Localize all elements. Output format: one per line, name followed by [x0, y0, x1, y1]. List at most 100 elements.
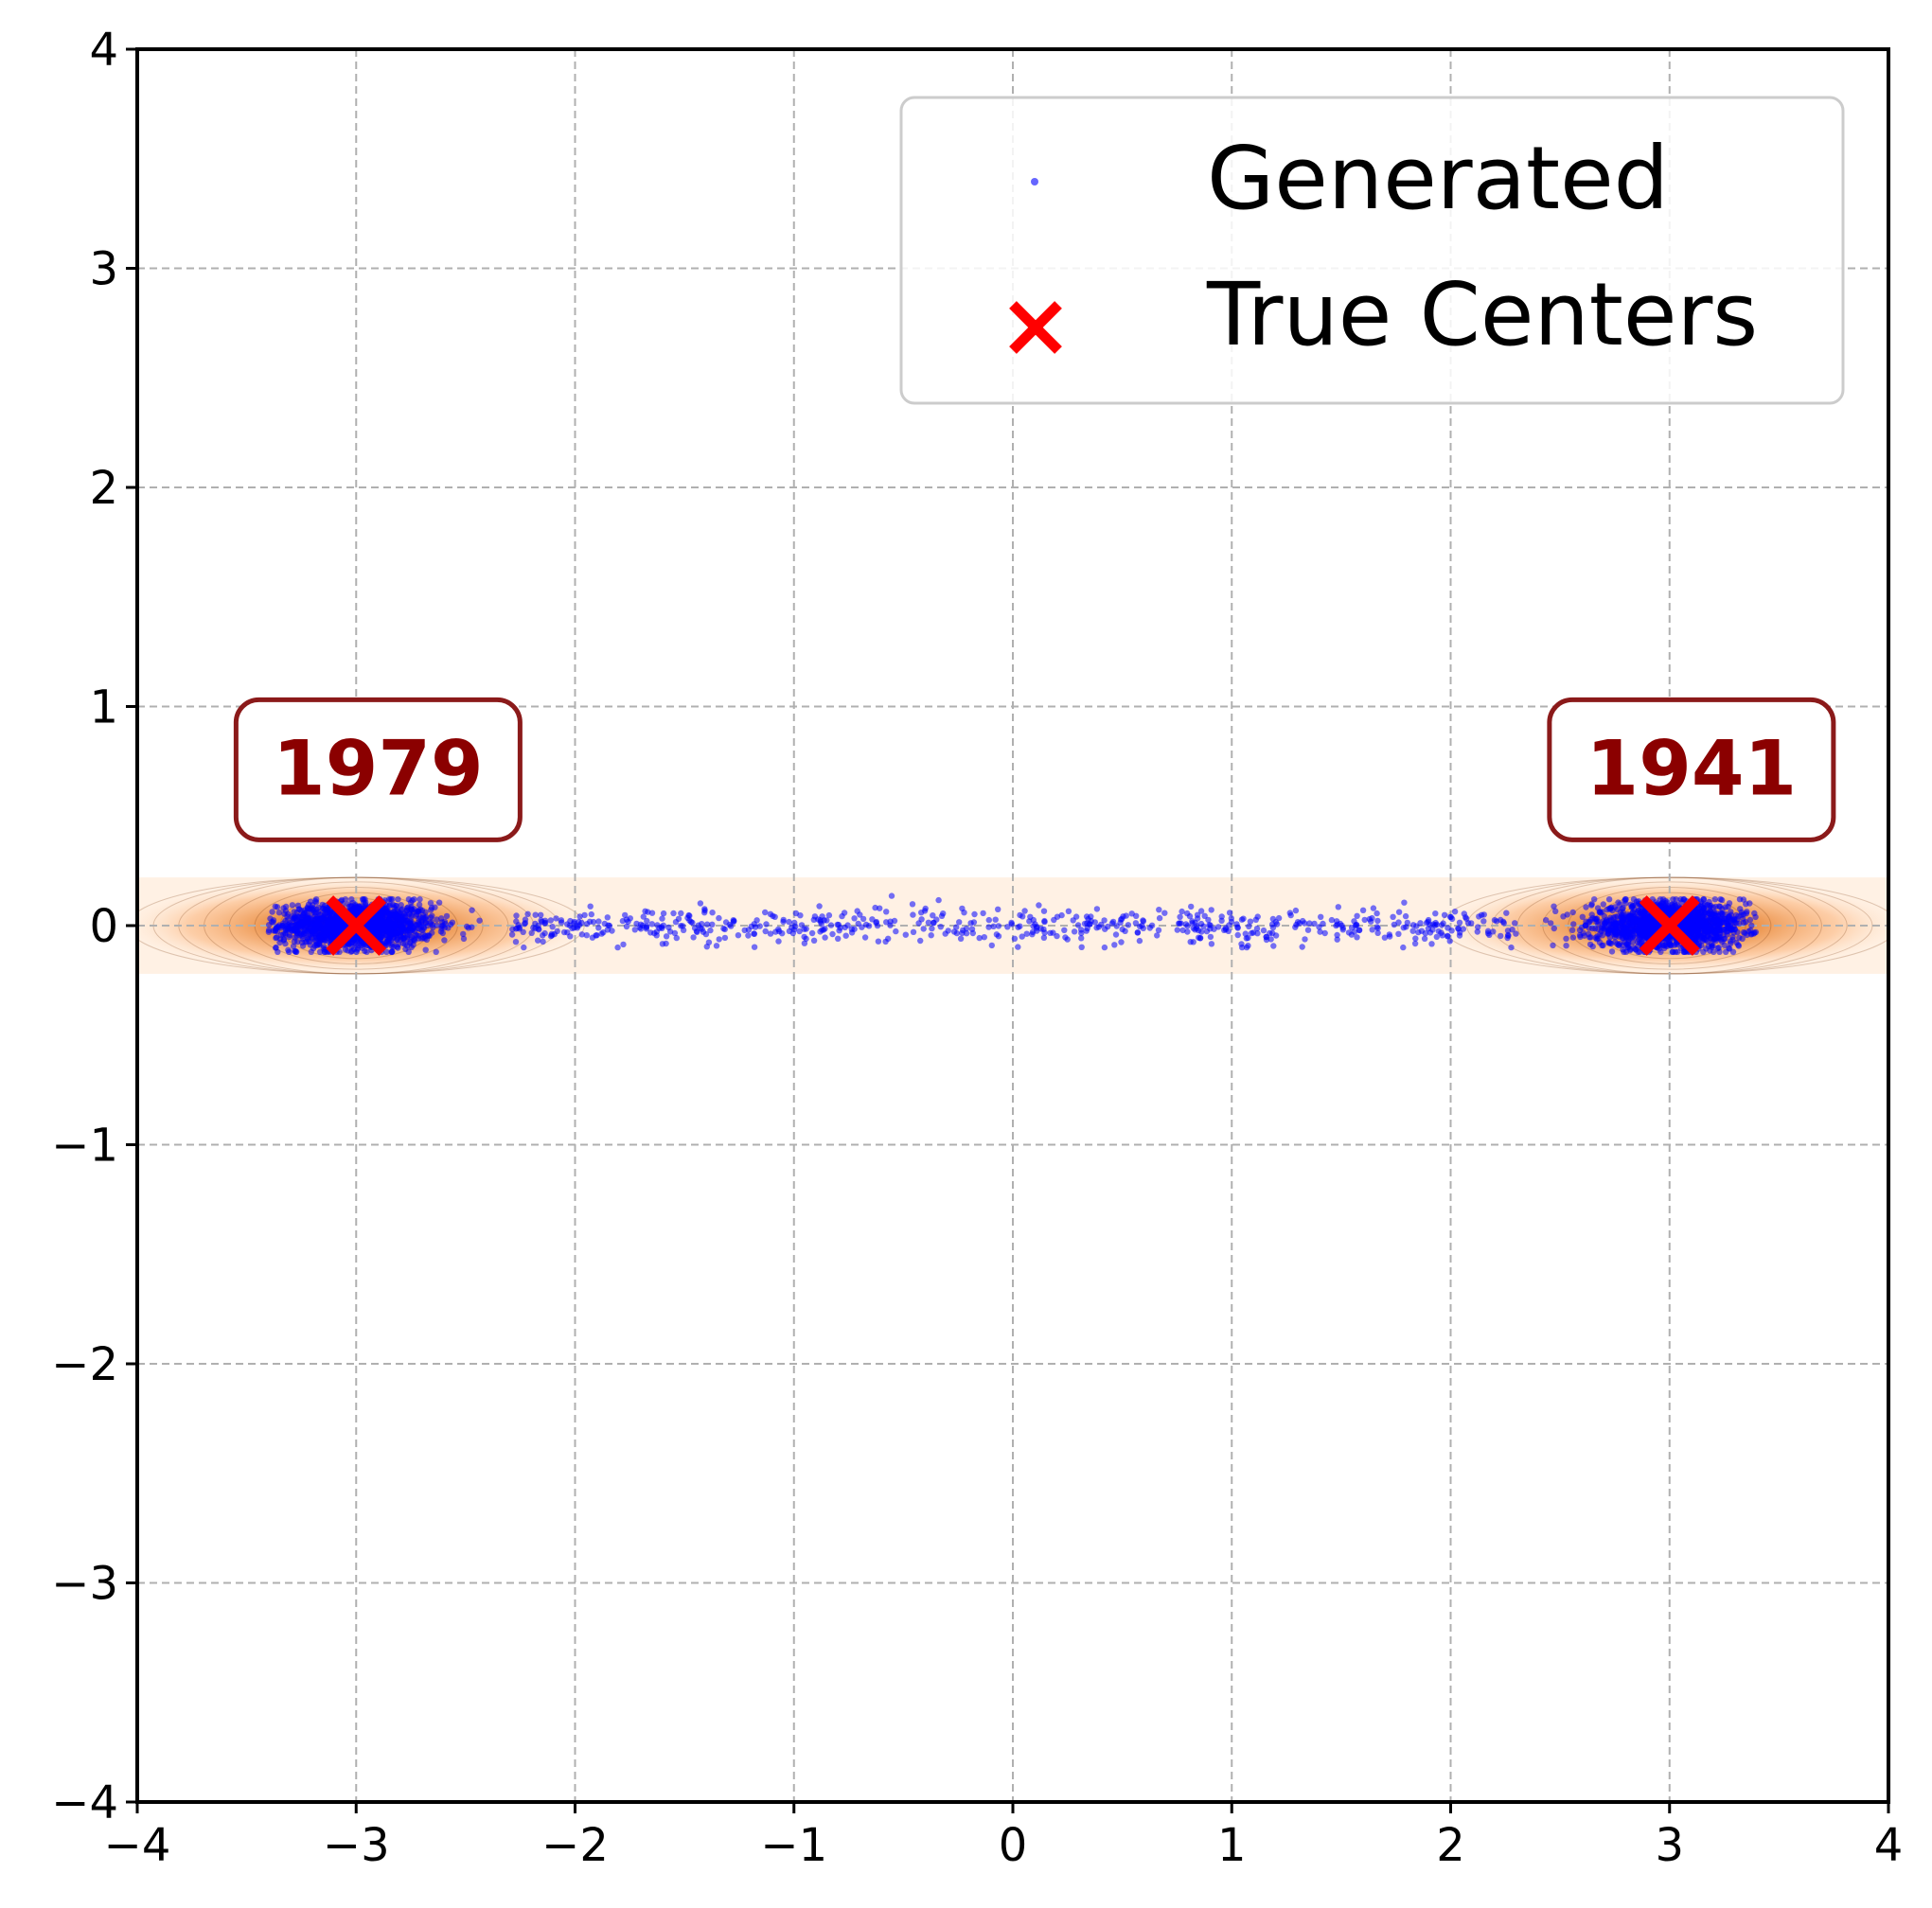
data-point: [1460, 926, 1467, 932]
data-point: [1441, 911, 1448, 918]
data-point: [441, 937, 448, 944]
data-point: [1111, 942, 1118, 948]
data-point: [1480, 911, 1488, 918]
data-point: [1270, 943, 1277, 949]
data-point: [1184, 928, 1191, 935]
data-point: [1736, 934, 1743, 942]
data-point: [1456, 932, 1463, 939]
data-point: [797, 912, 804, 919]
data-point: [953, 924, 960, 930]
data-point: [1687, 924, 1693, 930]
data-point: [1720, 931, 1727, 938]
data-point: [1719, 906, 1726, 912]
data-point: [1649, 923, 1656, 929]
data-point: [689, 919, 696, 927]
data-point: [1411, 940, 1419, 947]
data-point: [1041, 918, 1048, 926]
data-point: [1620, 909, 1626, 916]
data-point: [1240, 915, 1247, 922]
data-point: [1015, 924, 1021, 930]
data-point: [1707, 926, 1714, 933]
legend-box: [899, 96, 1845, 405]
data-point: [311, 922, 319, 929]
data-point: [1334, 931, 1340, 939]
data-point: [399, 928, 405, 935]
data-point: [1101, 944, 1108, 951]
data-point: [1374, 929, 1381, 936]
data-point: [631, 927, 638, 933]
data-point: [1491, 917, 1498, 924]
data-point: [576, 913, 583, 920]
data-point: [1608, 948, 1616, 955]
data-point: [1569, 909, 1576, 916]
data-point: [276, 939, 283, 946]
data-point: [1021, 908, 1028, 914]
data-point: [310, 905, 317, 911]
data-point: [614, 944, 621, 951]
data-point: [874, 922, 881, 929]
data-point: [1579, 913, 1586, 920]
data-point: [731, 917, 737, 925]
data-point: [1356, 927, 1363, 933]
data-point: [1101, 917, 1108, 924]
data-point: [417, 896, 423, 903]
data-point: [1710, 948, 1717, 955]
data-point: [428, 907, 434, 913]
data-point: [604, 914, 611, 921]
x-tick-label: −2: [541, 1819, 609, 1872]
data-point: [1299, 944, 1305, 950]
data-point: [1214, 924, 1222, 930]
data-point: [716, 914, 722, 922]
data-point: [842, 924, 848, 931]
data-point: [985, 924, 992, 930]
data-point: [673, 934, 680, 942]
data-point: [1498, 932, 1504, 940]
data-point: [1188, 903, 1195, 910]
data-point: [1118, 939, 1125, 945]
data-point: [1669, 948, 1676, 955]
data-point: [282, 931, 289, 938]
data-point: [1600, 901, 1607, 908]
data-point: [945, 928, 951, 934]
data-point: [304, 904, 311, 910]
data-point: [1474, 928, 1481, 935]
data-point: [1246, 923, 1252, 929]
data-point: [1551, 925, 1558, 932]
data-point: [1208, 907, 1214, 913]
data-point: [1334, 921, 1341, 928]
true-center-marker: [326, 895, 387, 956]
data-point: [374, 926, 381, 932]
data-point: [1234, 931, 1241, 939]
data-point: [292, 947, 298, 955]
data-point: [299, 943, 307, 949]
data-point: [1247, 918, 1254, 925]
data-point: [1205, 916, 1212, 924]
data-point: [1425, 926, 1432, 932]
data-point: [393, 930, 400, 937]
data-point: [1666, 906, 1674, 912]
data-point: [322, 948, 328, 955]
data-point: [1387, 933, 1393, 940]
data-point: [705, 939, 713, 945]
data-point: [1628, 916, 1635, 923]
data-point: [1738, 909, 1746, 916]
data-point: [594, 932, 600, 939]
data-point: [1112, 931, 1120, 938]
data-point: [578, 919, 585, 927]
data-point: [789, 924, 795, 930]
data-point: [295, 913, 302, 921]
data-point: [1339, 925, 1346, 931]
data-point: [1484, 928, 1492, 934]
data-point: [379, 908, 386, 914]
data-point: [1480, 918, 1487, 925]
data-point: [309, 931, 316, 938]
data-point: [1606, 940, 1614, 946]
data-point: [623, 923, 630, 930]
data-point: [721, 934, 729, 942]
data-point: [443, 912, 451, 920]
data-point: [1714, 945, 1721, 952]
data-point: [1374, 910, 1380, 917]
data-point: [1432, 910, 1439, 917]
data-point: [1729, 948, 1737, 955]
data-point: [583, 932, 590, 939]
